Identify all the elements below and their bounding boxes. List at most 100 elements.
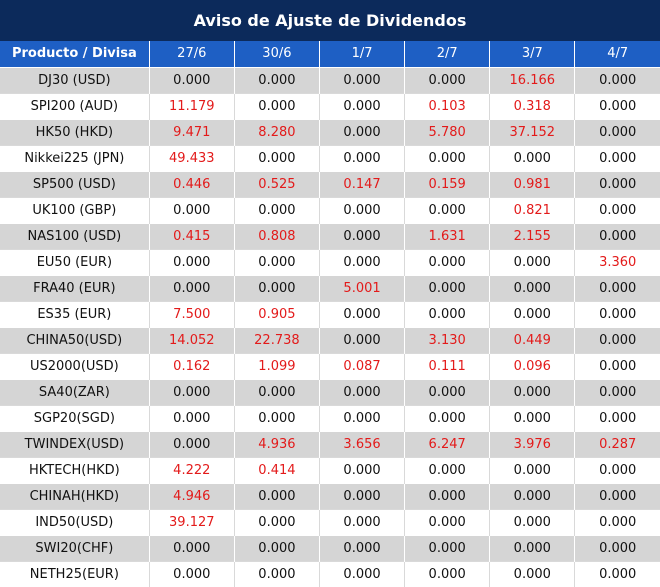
table-row: SWI20(CHF) 0.000 0.000 0.000 0.000 0.000 0.000 — [0, 534, 660, 561]
dividend-value-cell: 16.166 — [489, 66, 575, 93]
product-cell: SPI200 (AUD) — [0, 92, 150, 119]
product-cell: SA40(ZAR) — [0, 378, 150, 405]
table-row: DJ30 (USD) 0.000 0.000 0.000 0.000 16.166 0.00… — [0, 66, 660, 93]
table-row: UK100 (GBP) 0.000 0.000 0.000 0.000 0.821 0.00… — [0, 196, 660, 223]
dividend-value-cell: 0.000 — [574, 300, 660, 327]
dividend-value-cell: 0.000 — [489, 560, 575, 587]
dividend-value-cell: 0.000 — [404, 66, 490, 93]
dividend-value-cell: 11.179 — [148, 92, 235, 119]
dividend-value-cell: 0.000 — [318, 404, 405, 431]
table-row: NETH25(EUR) 0.000 0.000 0.000 0.000 0.000 0.00… — [0, 560, 660, 587]
dividend-value-cell: 0.525 — [233, 170, 320, 197]
dividend-value-cell: 0.096 — [489, 352, 575, 379]
dividend-value-cell: 3.360 — [574, 248, 660, 275]
header-date-6: 4/7 — [574, 41, 660, 67]
dividend-value-cell: 0.000 — [318, 66, 405, 93]
dividend-value-cell: 14.052 — [148, 326, 235, 353]
dividend-value-cell: 1.099 — [233, 352, 320, 379]
dividend-value-cell: 0.000 — [404, 482, 490, 509]
dividend-value-cell: 0.000 — [148, 378, 235, 405]
header-row: Producto / Divisa 27/6 30/6 1/7 2/7 3/7 … — [0, 41, 660, 67]
table-row: EU50 (EUR) 0.000 0.000 0.000 0.000 0.000 3.360 — [0, 248, 660, 275]
dividend-value-cell: 0.000 — [148, 430, 235, 457]
dividend-value-cell: 0.000 — [404, 300, 490, 327]
dividend-value-cell: 0.000 — [233, 534, 320, 561]
dividend-value-cell: 0.000 — [404, 508, 490, 535]
product-cell: SWI20(CHF) — [0, 534, 150, 561]
table-row: FRA40 (EUR) 0.000 0.000 5.001 0.000 0.000 0.00… — [0, 274, 660, 301]
dividend-value-cell: 0.287 — [574, 430, 660, 457]
dividend-value-cell: 0.000 — [404, 378, 490, 405]
dividend-value-cell: 0.000 — [574, 534, 660, 561]
dividend-value-cell: 0.000 — [489, 534, 575, 561]
dividend-value-cell: 0.000 — [574, 456, 660, 483]
header-date-2: 30/6 — [233, 41, 320, 67]
dividend-value-cell: 0.000 — [148, 196, 235, 223]
product-cell: EU50 (EUR) — [0, 248, 150, 275]
dividend-value-cell: 0.000 — [318, 300, 405, 327]
dividend-value-cell: 0.000 — [233, 404, 320, 431]
dividend-value-cell: 0.000 — [574, 66, 660, 93]
dividend-value-cell: 0.000 — [148, 66, 235, 93]
table-row: CHINAH(HKD) 4.946 0.000 0.000 0.000 0.000 0.00… — [0, 482, 660, 509]
dividend-value-cell: 0.000 — [404, 456, 490, 483]
dividend-value-cell: 0.000 — [148, 274, 235, 301]
table-row: HK50 (HKD) 9.471 8.280 0.000 5.780 37.152 0.00… — [0, 118, 660, 145]
dividend-value-cell: 0.000 — [404, 248, 490, 275]
dividend-value-cell: 0.000 — [404, 144, 490, 171]
dividend-value-cell: 0.415 — [148, 222, 235, 249]
dividend-value-cell: 0.000 — [489, 456, 575, 483]
dividend-value-cell: 0.000 — [318, 456, 405, 483]
dividend-value-cell: 0.000 — [574, 508, 660, 535]
table-header: Producto / Divisa 27/6 30/6 1/7 2/7 3/7 … — [0, 41, 660, 67]
dividend-value-cell: 0.000 — [489, 404, 575, 431]
table-row: NAS100 (USD) 0.415 0.808 0.000 1.631 2.155 0.0… — [0, 222, 660, 249]
dividend-value-cell: 4.222 — [148, 456, 235, 483]
dividend-value-cell: 39.127 — [148, 508, 235, 535]
product-cell: NAS100 (USD) — [0, 222, 150, 249]
page-title: Aviso de Ajuste de Dividendos — [0, 0, 660, 41]
product-cell: HKTECH(HKD) — [0, 456, 150, 483]
dividend-value-cell: 37.152 — [489, 118, 575, 145]
dividend-value-cell: 0.000 — [318, 222, 405, 249]
dividend-value-cell: 7.500 — [148, 300, 235, 327]
dividend-value-cell: 2.155 — [489, 222, 575, 249]
dividend-value-cell: 0.000 — [574, 222, 660, 249]
dividend-value-cell: 0.414 — [233, 456, 320, 483]
dividend-value-cell: 0.446 — [148, 170, 235, 197]
product-cell: HK50 (HKD) — [0, 118, 150, 145]
table-row: SGP20(SGD) 0.000 0.000 0.000 0.000 0.000 0.000 — [0, 404, 660, 431]
dividend-value-cell: 0.000 — [404, 274, 490, 301]
dividend-value-cell: 6.247 — [404, 430, 490, 457]
table-row: ES35 (EUR) 7.500 0.905 0.000 0.000 0.000 0.000 — [0, 300, 660, 327]
table-body: DJ30 (USD) 0.000 0.000 0.000 0.000 16.166 0.00… — [0, 66, 660, 587]
dividend-value-cell: 0.000 — [148, 404, 235, 431]
dividend-value-cell: 5.001 — [318, 274, 405, 301]
dividend-value-cell: 0.162 — [148, 352, 235, 379]
table-row: HKTECH(HKD) 4.222 0.414 0.000 0.000 0.000 0.00… — [0, 456, 660, 483]
dividend-value-cell: 0.000 — [574, 196, 660, 223]
product-cell: UK100 (GBP) — [0, 196, 150, 223]
dividend-value-cell: 8.280 — [233, 118, 320, 145]
dividend-value-cell: 22.738 — [233, 326, 320, 353]
dividend-value-cell: 0.000 — [233, 274, 320, 301]
dividend-value-cell: 0.103 — [404, 92, 490, 119]
dividend-value-cell: 0.000 — [233, 508, 320, 535]
dividend-value-cell: 0.000 — [318, 144, 405, 171]
dividend-value-cell: 0.821 — [489, 196, 575, 223]
dividend-value-cell: 0.000 — [233, 560, 320, 587]
header-date-1: 27/6 — [148, 41, 235, 67]
dividend-value-cell: 0.000 — [318, 196, 405, 223]
dividend-value-cell: 0.000 — [574, 144, 660, 171]
dividend-value-cell: 0.000 — [233, 482, 320, 509]
dividend-value-cell: 0.087 — [318, 352, 405, 379]
page-title-text: Aviso de Ajuste de Dividendos — [193, 11, 467, 30]
dividend-value-cell: 0.000 — [574, 482, 660, 509]
product-cell: DJ30 (USD) — [0, 66, 150, 93]
dividend-value-cell: 0.905 — [233, 300, 320, 327]
dividend-value-cell: 0.000 — [489, 300, 575, 327]
dividend-value-cell: 0.000 — [318, 508, 405, 535]
dividend-value-cell: 0.000 — [233, 92, 320, 119]
dividend-value-cell: 0.000 — [574, 118, 660, 145]
table-row: SPI200 (AUD) 11.179 0.000 0.000 0.103 0.318 0.… — [0, 92, 660, 119]
